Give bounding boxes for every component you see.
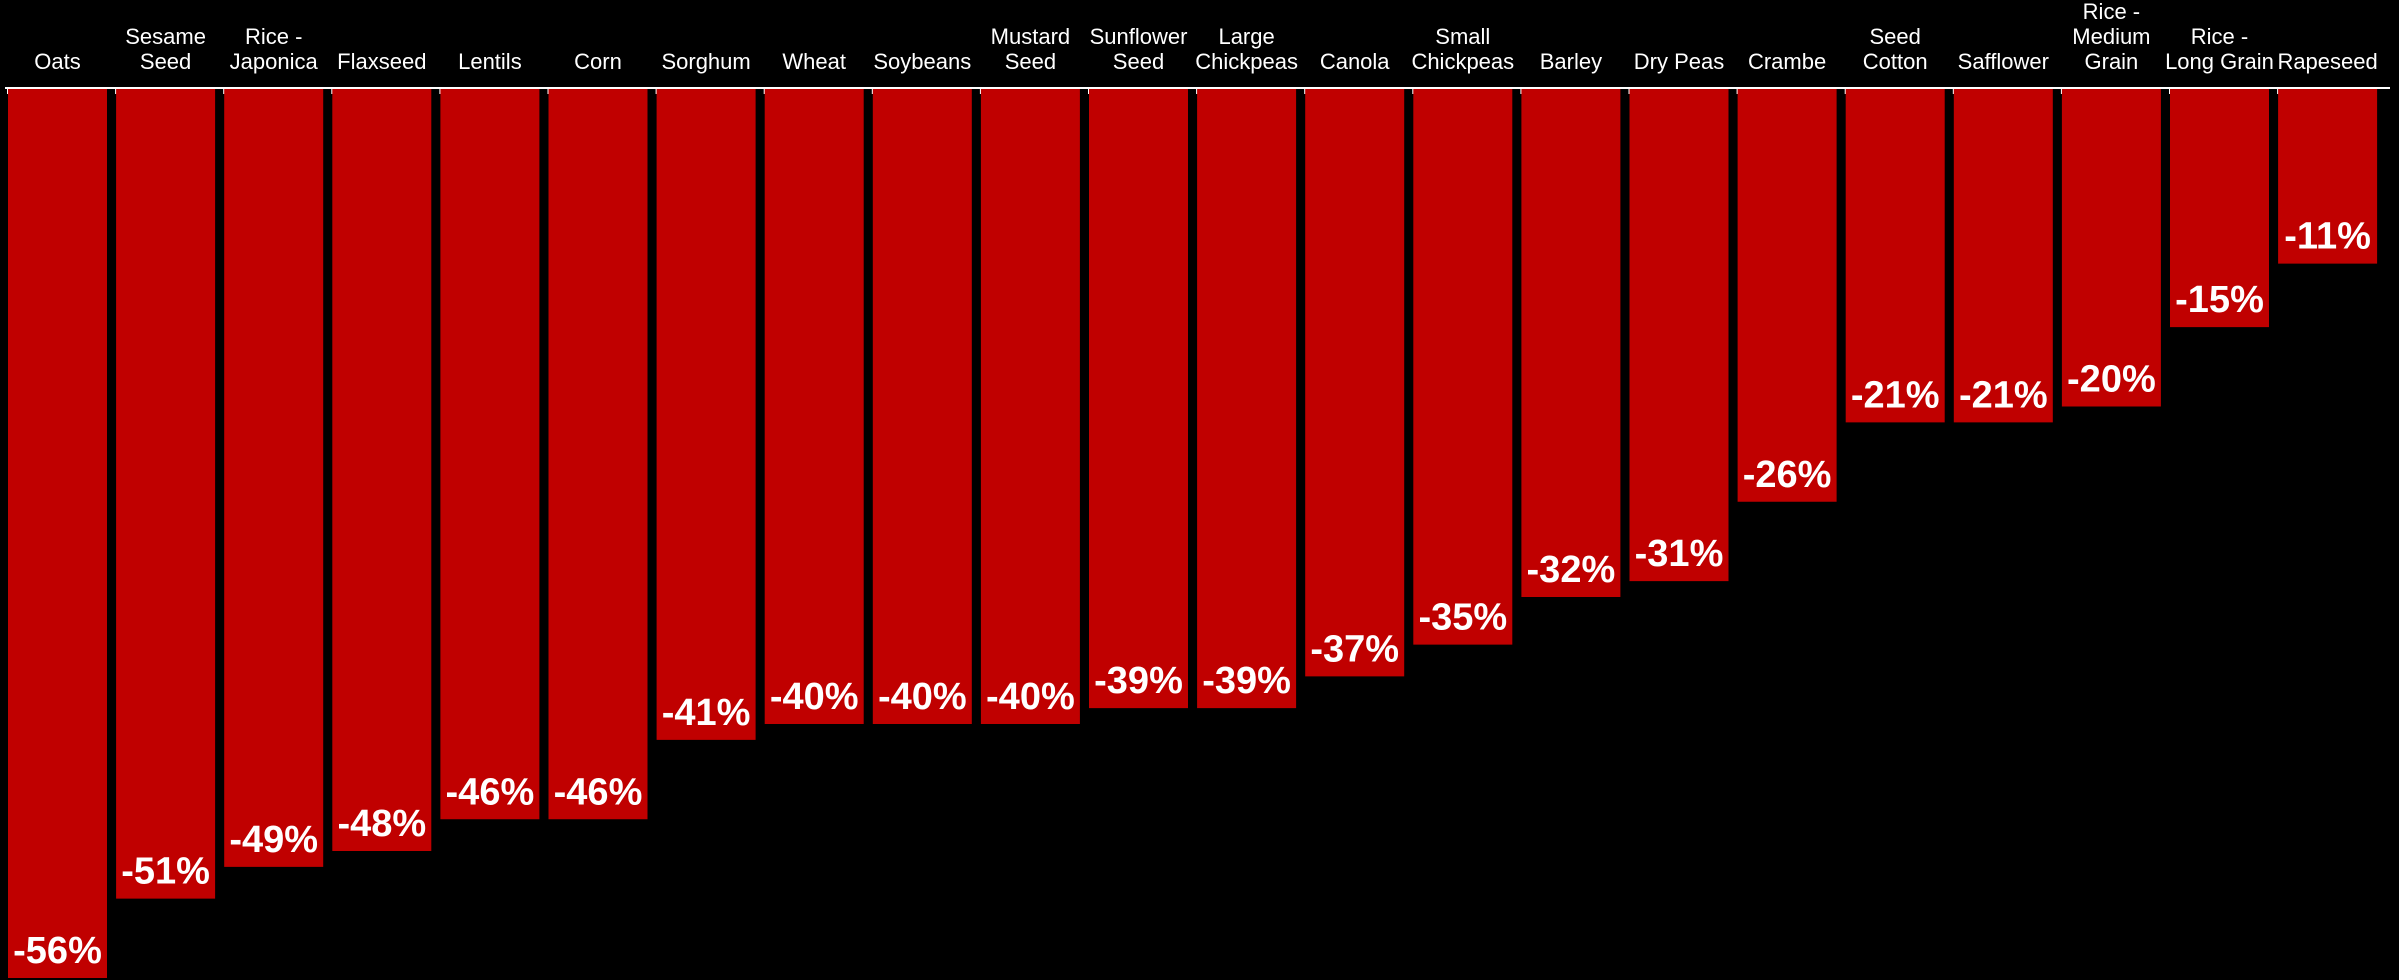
bar xyxy=(1953,89,2053,423)
bar xyxy=(116,89,216,899)
bar-value-label: -37% xyxy=(1310,628,1399,670)
bar-value-label: -32% xyxy=(1527,549,1616,591)
category-label: Rice -Medium Grain xyxy=(2072,0,2150,74)
bar xyxy=(872,89,972,724)
bar-value-label: -40% xyxy=(770,676,859,718)
bar xyxy=(548,89,648,820)
bar-value-label: -21% xyxy=(1851,374,1940,416)
bar xyxy=(980,89,1080,724)
category-label: Sorghum xyxy=(661,49,750,74)
bar-value-label: -40% xyxy=(986,676,1075,718)
category-label: Rapeseed xyxy=(2277,49,2377,74)
category-label: Safflower xyxy=(1958,49,2049,74)
bar-value-label: -11% xyxy=(2284,216,2371,258)
bar-value-label: -39% xyxy=(1202,660,1291,702)
bar-value-label: -15% xyxy=(2175,279,2264,321)
bar xyxy=(1089,89,1188,709)
category-label: Mustard Seed xyxy=(991,24,1070,74)
category-label: Dry Peas xyxy=(1634,49,1724,74)
category-label: Small Chickpeas xyxy=(1411,24,1514,74)
category-label: Crambe xyxy=(1748,49,1826,74)
category-label: Wheat xyxy=(782,49,846,74)
bar-value-label: -49% xyxy=(229,819,318,861)
category-label: Rice -Japonica xyxy=(230,24,319,74)
category-label: Barley xyxy=(1540,49,1602,74)
category-label: Rice -Long Grain xyxy=(2165,24,2274,74)
bar-value-label: -21% xyxy=(1959,374,2048,416)
category-labels: Oats Sesame Seed Rice -Japonica Flaxseed Lent… xyxy=(34,0,2377,74)
category-label: Sesame Seed xyxy=(125,24,206,74)
bar xyxy=(2278,89,2378,264)
bar xyxy=(1845,89,1945,423)
bar-value-label: -31% xyxy=(1635,533,1724,575)
bar-value-label: -46% xyxy=(554,771,643,813)
bar xyxy=(1629,89,1729,582)
bar-value-label: -40% xyxy=(878,676,967,718)
bar xyxy=(1737,89,1837,502)
bar-value-label: -35% xyxy=(1418,597,1507,639)
category-label: Seed Cotton xyxy=(1863,24,1928,74)
category-label: Flaxseed xyxy=(337,49,426,74)
category-label: Sunflower Seed xyxy=(1090,24,1188,74)
bar xyxy=(1413,89,1513,645)
bar-value-label: -51% xyxy=(121,851,210,893)
bar xyxy=(8,89,107,978)
category-label: Corn xyxy=(574,49,622,74)
bar xyxy=(1521,89,1621,597)
bars xyxy=(8,89,2378,978)
category-label: Large Chickpeas xyxy=(1195,24,1298,74)
bar xyxy=(440,89,540,820)
category-label: Canola xyxy=(1320,49,1390,74)
bar xyxy=(2061,89,2161,407)
bar xyxy=(224,89,324,867)
bar-value-label: -41% xyxy=(662,692,751,734)
bar xyxy=(332,89,432,851)
bar-value-label: -56% xyxy=(13,930,102,972)
bar xyxy=(1305,89,1405,677)
bar xyxy=(656,89,756,740)
value-labels: -56% -51% -49% -48% -46% -46% -41% -40% -40% -40%… xyxy=(13,216,2371,972)
bar-value-label: -46% xyxy=(446,771,535,813)
category-label: Lentils xyxy=(458,49,522,74)
bar xyxy=(1197,89,1297,709)
bar-value-label: -26% xyxy=(1743,454,1832,496)
bar xyxy=(764,89,864,724)
bar-value-label: -48% xyxy=(337,803,426,845)
bar-value-label: -39% xyxy=(1094,660,1183,702)
bar-value-label: -20% xyxy=(2067,359,2156,401)
bar xyxy=(2170,89,2269,328)
category-label: Oats xyxy=(34,49,80,74)
category-label: Soybeans xyxy=(873,49,971,74)
